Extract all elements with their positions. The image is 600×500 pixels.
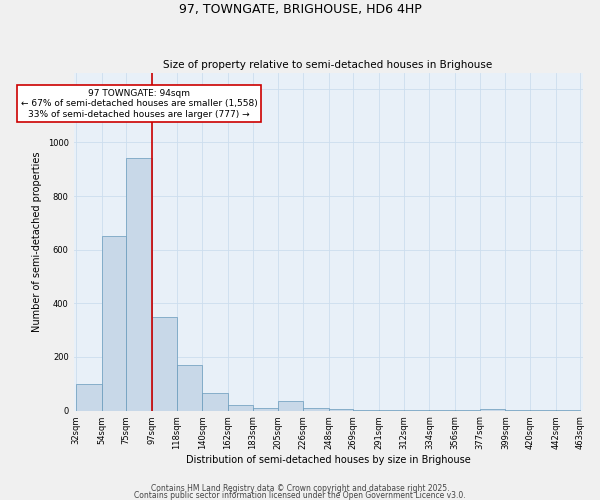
Bar <box>152 316 176 410</box>
Bar <box>176 365 202 410</box>
Bar <box>228 405 253 410</box>
Bar <box>126 158 152 410</box>
Y-axis label: Number of semi-detached properties: Number of semi-detached properties <box>32 152 42 332</box>
Bar <box>278 401 303 410</box>
Bar <box>101 236 126 410</box>
Text: Contains HM Land Registry data © Crown copyright and database right 2025.: Contains HM Land Registry data © Crown c… <box>151 484 449 493</box>
Text: 97 TOWNGATE: 94sqm
← 67% of semi-detached houses are smaller (1,558)
33% of semi: 97 TOWNGATE: 94sqm ← 67% of semi-detache… <box>20 89 257 118</box>
Text: Contains public sector information licensed under the Open Government Licence v3: Contains public sector information licen… <box>134 490 466 500</box>
X-axis label: Distribution of semi-detached houses by size in Brighouse: Distribution of semi-detached houses by … <box>186 455 470 465</box>
Bar <box>76 384 101 410</box>
Bar <box>303 408 329 410</box>
Text: 97, TOWNGATE, BRIGHOUSE, HD6 4HP: 97, TOWNGATE, BRIGHOUSE, HD6 4HP <box>179 2 421 16</box>
Title: Size of property relative to semi-detached houses in Brighouse: Size of property relative to semi-detach… <box>163 60 493 70</box>
Bar <box>253 408 278 410</box>
Bar <box>329 409 353 410</box>
Bar <box>479 409 505 410</box>
Bar <box>202 393 228 410</box>
